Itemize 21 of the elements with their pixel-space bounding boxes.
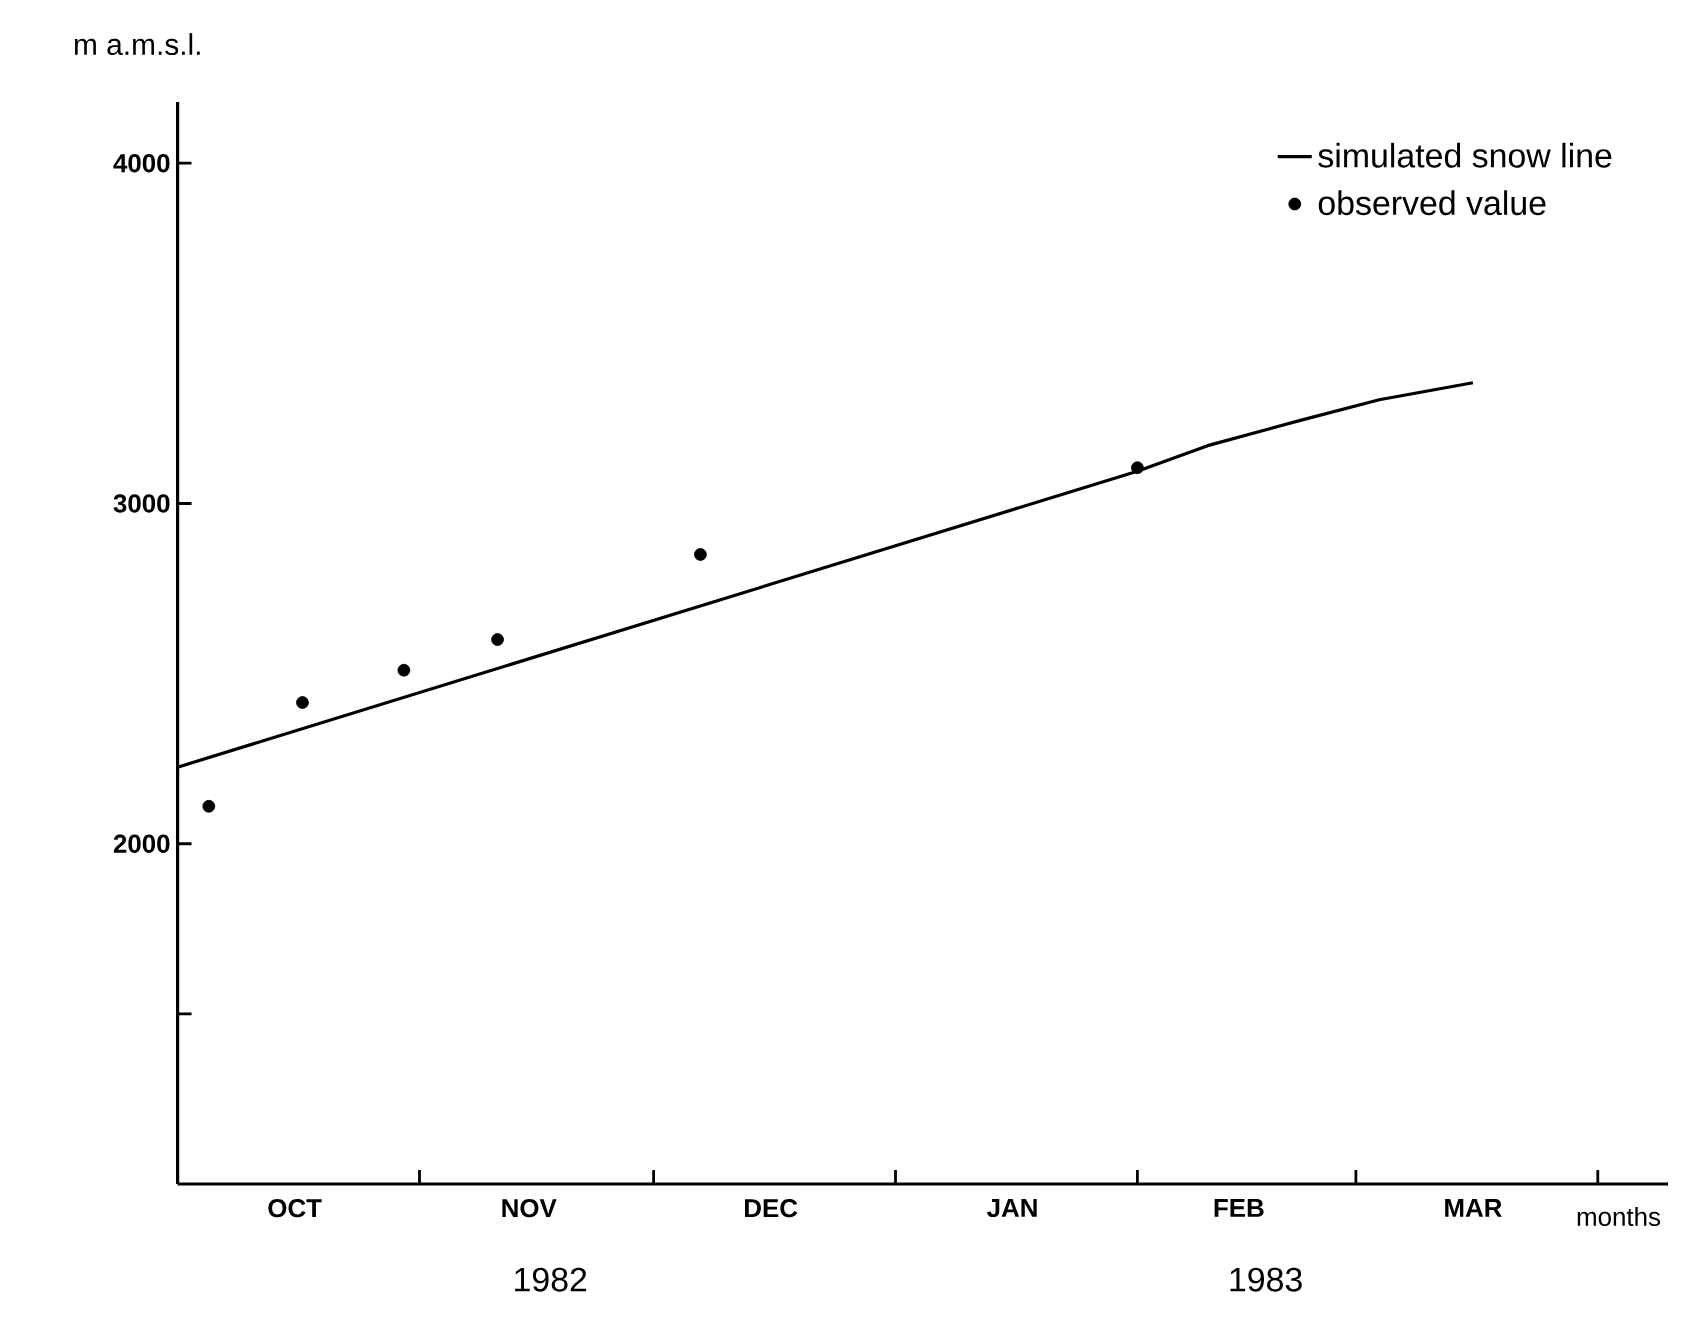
y-tick-label: 2000 xyxy=(113,834,170,853)
point xyxy=(397,663,411,677)
x-tick-label: JAN xyxy=(987,1199,1037,1218)
legend-label: simulated snow line xyxy=(1318,142,1612,168)
legend-label: observed value xyxy=(1318,190,1546,216)
point xyxy=(491,633,504,646)
x-tick-label: NOV xyxy=(502,1199,557,1218)
y-tick-label: 4000 xyxy=(113,154,170,173)
point xyxy=(694,548,707,561)
point xyxy=(1131,461,1144,475)
point xyxy=(296,696,309,709)
x-tick-label: FEB xyxy=(1214,1199,1264,1217)
text: 1982 xyxy=(515,1267,587,1292)
y-axis-title: m a.m.s.l. xyxy=(74,33,200,56)
text: 1983 xyxy=(1230,1267,1302,1292)
x-tick-label: MAR xyxy=(1445,1199,1502,1217)
x-tick-label: DEC xyxy=(745,1199,798,1218)
x-axis-title: months xyxy=(1577,1206,1661,1226)
x-tick-label: OCT xyxy=(268,1199,322,1218)
y-tick-label: 3000 xyxy=(113,494,170,513)
point xyxy=(202,799,216,813)
